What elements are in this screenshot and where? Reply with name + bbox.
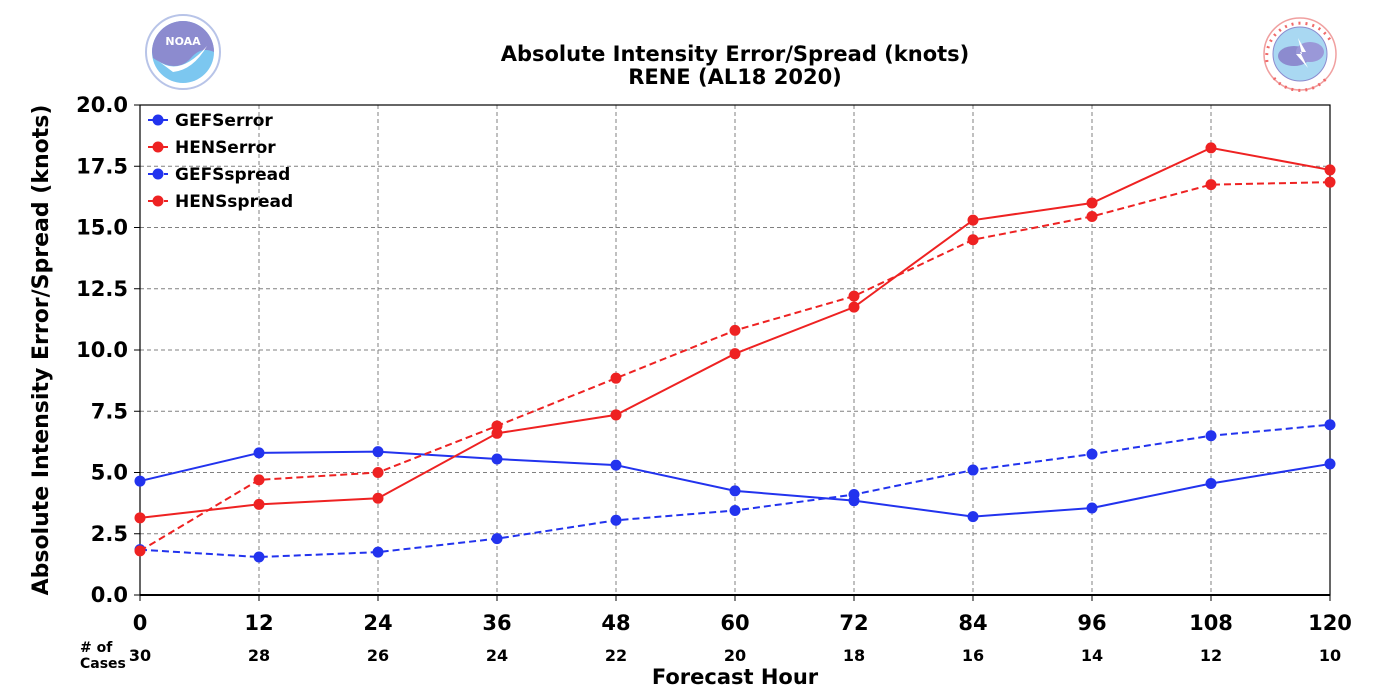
x-tick-label: 84 <box>958 611 987 635</box>
case-count-label: 30 <box>129 646 151 665</box>
y-tick-label: 10.0 <box>76 338 128 362</box>
y-tick-label: 0.0 <box>91 583 128 607</box>
x-tick-label: 36 <box>482 611 511 635</box>
data-point-GEFSerror <box>491 453 503 465</box>
data-point-GEFSerror <box>134 475 146 487</box>
y-tick-label: 7.5 <box>91 399 128 423</box>
data-point-GEFSspread <box>491 533 503 545</box>
case-counts: 30 28 26 24 22 20 18 16 14 12 10 <box>129 646 1341 665</box>
nws-logo <box>1263 17 1337 92</box>
case-count-label: 28 <box>248 646 270 665</box>
y-tick-label: 15.0 <box>76 216 128 240</box>
legend-label-GEFSerror: GEFSerror <box>175 111 273 131</box>
data-point-GEFSerror <box>372 446 384 458</box>
data-point-HENSspread <box>253 474 265 486</box>
data-point-GEFSerror <box>253 447 265 459</box>
case-count-label: 16 <box>962 646 984 665</box>
data-point-HENSerror <box>372 492 384 504</box>
case-count-label: 24 <box>486 646 508 665</box>
case-count-label: 12 <box>1200 646 1222 665</box>
data-point-GEFSspread <box>848 489 860 501</box>
noaa-logo: NOAA <box>145 14 221 90</box>
cases-header-line1: # of <box>80 640 113 656</box>
data-point-HENSspread <box>610 372 622 384</box>
legend-marker-HENSerror <box>152 141 164 153</box>
x-tick-label: 60 <box>720 611 749 635</box>
x-tick-label: 72 <box>839 611 868 635</box>
legend-label-HENSspread: HENSspread <box>175 192 293 212</box>
x-tick-label: 96 <box>1077 611 1106 635</box>
data-point-HENSspread <box>1086 210 1098 222</box>
x-axis-label: Forecast Hour <box>652 665 819 689</box>
series-layer <box>134 142 1336 563</box>
data-point-HENSspread <box>372 467 384 478</box>
x-tick-label: 120 <box>1308 611 1352 635</box>
data-point-GEFSspread <box>729 504 741 516</box>
x-tick-labels: 0 12 24 36 48 60 72 84 96 108 120 <box>133 595 1352 635</box>
data-point-HENSerror <box>967 214 979 226</box>
chart-title: Absolute Intensity Error/Spread (knots) <box>501 42 970 66</box>
data-point-HENSerror <box>610 409 622 421</box>
data-point-HENSerror <box>729 348 741 360</box>
x-tick-label: 24 <box>363 611 392 635</box>
x-tick-label: 12 <box>244 611 273 635</box>
x-tick-label: 0 <box>133 611 148 635</box>
legend: GEFSerror HENSerror GEFSspread HENSspread <box>148 111 293 212</box>
case-count-label: 22 <box>605 646 627 665</box>
data-point-GEFSspread <box>1324 419 1336 431</box>
data-point-HENSspread <box>848 290 860 302</box>
data-point-HENSerror <box>1324 164 1336 176</box>
y-tick-label: 2.5 <box>91 522 128 546</box>
data-point-HENSerror <box>848 301 860 313</box>
legend-label-GEFSspread: GEFSspread <box>175 165 290 185</box>
data-point-GEFSerror <box>610 459 622 471</box>
case-count-label: 18 <box>843 646 865 665</box>
data-point-GEFSerror <box>1324 458 1336 470</box>
y-tick-label: 20.0 <box>76 93 128 117</box>
chart-subtitle: RENE (AL18 2020) <box>628 65 842 89</box>
data-point-GEFSspread <box>1205 430 1217 442</box>
data-point-HENSspread <box>1324 176 1336 188</box>
data-point-HENSerror <box>1205 142 1217 154</box>
data-point-GEFSspread <box>253 551 265 563</box>
x-tick-label: 108 <box>1189 611 1233 635</box>
data-point-GEFSspread <box>610 514 622 526</box>
data-point-GEFSerror <box>1205 478 1217 490</box>
case-count-label: 20 <box>724 646 746 665</box>
data-point-HENSerror <box>134 512 146 524</box>
data-point-HENSerror <box>253 498 265 510</box>
data-point-HENSspread <box>134 545 146 557</box>
y-tick-label: 17.5 <box>76 154 128 178</box>
data-point-HENSspread <box>491 420 503 432</box>
y-axis-label: Absolute Intensity Error/Spread (knots) <box>29 105 54 596</box>
y-tick-label: 5.0 <box>91 461 128 485</box>
y-tick-label: 12.5 <box>76 277 128 301</box>
legend-marker-GEFSerror <box>152 114 164 126</box>
data-point-GEFSspread <box>967 464 979 476</box>
data-point-HENSerror <box>1086 197 1098 209</box>
data-point-HENSspread <box>1205 179 1217 191</box>
data-point-GEFSerror <box>1086 502 1098 514</box>
legend-marker-HENSspread <box>152 195 164 207</box>
data-point-GEFSerror <box>967 511 979 523</box>
case-count-label: 14 <box>1081 646 1103 665</box>
x-tick-label: 48 <box>601 611 630 635</box>
legend-label-HENSerror: HENSerror <box>175 138 276 158</box>
svg-text:NOAA: NOAA <box>165 35 201 48</box>
y-tick-labels: 0.0 2.5 5.0 7.5 10.0 12.5 15.0 17.5 20.0 <box>76 93 140 607</box>
data-point-HENSspread <box>967 234 979 246</box>
case-count-label: 10 <box>1319 646 1341 665</box>
case-count-label: 26 <box>367 646 389 665</box>
data-point-GEFSerror <box>729 485 741 497</box>
data-point-GEFSspread <box>1086 448 1098 460</box>
legend-marker-GEFSspread <box>152 168 164 180</box>
data-point-GEFSspread <box>372 546 384 558</box>
cases-header-line2: Cases <box>80 656 126 672</box>
data-point-HENSspread <box>729 324 741 336</box>
